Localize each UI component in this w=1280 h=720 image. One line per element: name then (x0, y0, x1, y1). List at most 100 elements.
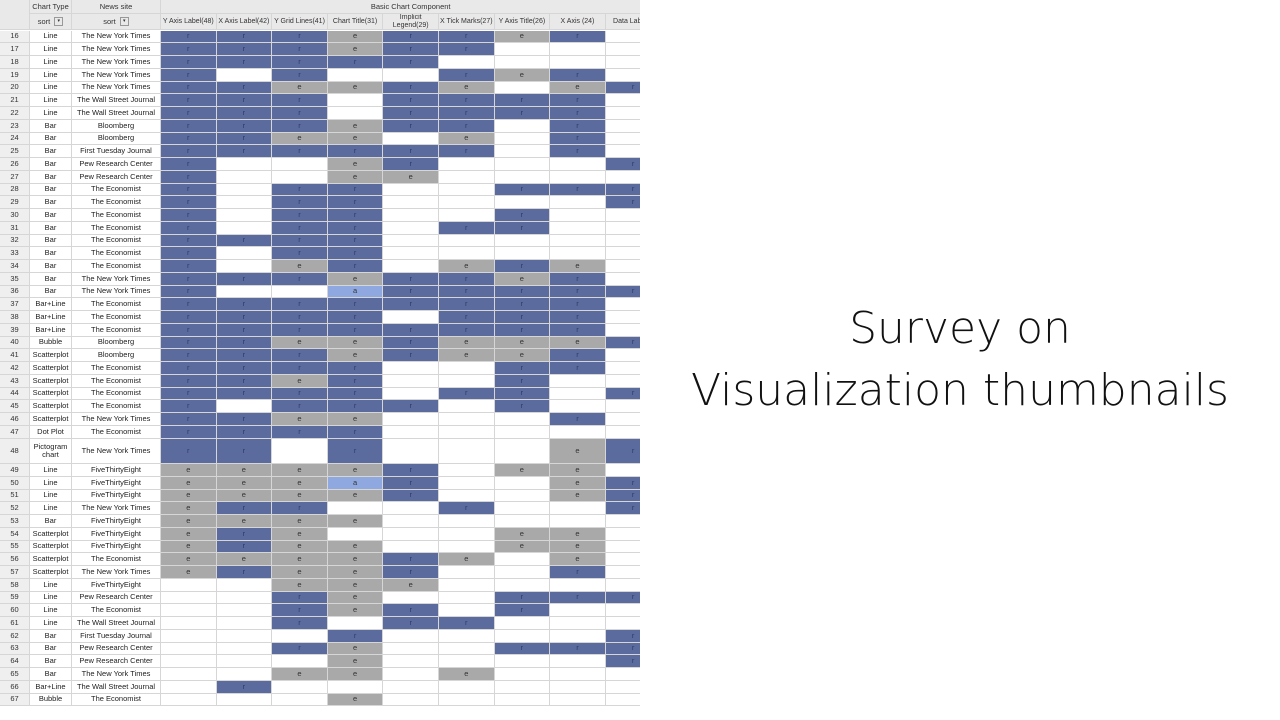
chart-type: Line (30, 43, 72, 56)
component-cell (605, 324, 640, 337)
component-cell (327, 527, 384, 541)
component-cell (216, 693, 273, 707)
component-cell: r (550, 591, 606, 605)
component-cell: e (161, 502, 217, 515)
component-cell: e (272, 566, 328, 579)
component-cell: e (327, 489, 384, 503)
component-cell: r (494, 387, 551, 401)
row-number: 22 (0, 107, 30, 120)
component-cell: r (605, 655, 640, 668)
component-cell (383, 183, 439, 197)
component-cell: r (216, 566, 273, 579)
component-cell (605, 528, 640, 541)
filter-button[interactable]: ▾ (54, 17, 64, 26)
component-cell: e (327, 655, 384, 668)
component-cell: r (161, 413, 217, 426)
filter-button[interactable]: ▾ (119, 17, 129, 26)
component-cell (161, 629, 217, 643)
component-cell: r (272, 145, 328, 158)
slide-title: Survey on Visualization thumbnails (640, 0, 1280, 720)
component-cell (439, 158, 495, 171)
row-number: 28 (0, 183, 30, 197)
chart-type: Bar+Line (30, 323, 72, 337)
component-cell (605, 400, 640, 413)
row-number: 23 (0, 119, 30, 133)
chart-type: Line (30, 591, 72, 605)
component-cell: e (216, 476, 273, 490)
news-site: The Economist (72, 425, 161, 439)
component-cell (439, 234, 495, 248)
row-number: 39 (0, 323, 30, 337)
component-cell (494, 234, 551, 248)
component-cell: r (161, 438, 217, 464)
row-number: 17 (0, 43, 30, 56)
row-number: 43 (0, 374, 30, 388)
component-cell (439, 56, 495, 69)
component-cell: e (439, 81, 495, 95)
component-cell: r (550, 145, 606, 158)
component-cell (605, 566, 640, 579)
component-cell: r (494, 591, 551, 605)
component-cell: r (216, 336, 273, 350)
component-cell: r (327, 629, 384, 643)
news-site: FiveThirtyEight (72, 464, 161, 477)
chart-type: Line (30, 476, 72, 490)
component-cell: r (272, 604, 328, 617)
component-cell: r (327, 438, 384, 464)
component-cell: r (327, 247, 384, 260)
component-cell: r (605, 502, 640, 515)
news-site: The New York Times (72, 566, 161, 579)
chart-type: Bar (30, 629, 72, 643)
component-cell (439, 362, 495, 375)
component-cell: r (494, 642, 551, 656)
component-cell (605, 222, 640, 235)
sort-label[interactable]: sort (103, 16, 116, 26)
component-cell: r (439, 387, 495, 401)
component-cell (439, 489, 495, 503)
component-cell: r (272, 272, 328, 286)
component-cell: r (494, 400, 551, 413)
component-cell: e (494, 68, 551, 82)
chart-type: Scatterplot (30, 362, 72, 375)
component-cell: r (439, 107, 495, 120)
component-cell: e (550, 540, 606, 554)
component-cell: e (439, 668, 495, 681)
component-cell (439, 642, 495, 656)
row-number: 38 (0, 311, 30, 324)
sort-control[interactable]: sort ▾ (30, 14, 72, 30)
component-cell: r (216, 311, 273, 324)
component-cell: e (272, 132, 328, 146)
component-cell: r (383, 94, 439, 107)
component-cell: r (550, 298, 606, 311)
component-cell: r (216, 94, 273, 107)
component-cell: r (216, 323, 273, 337)
sort-control[interactable]: sort ▾ (72, 14, 161, 30)
component-cell (272, 629, 328, 643)
row-number: 58 (0, 578, 30, 592)
component-cell: e (327, 464, 384, 477)
component-cell: r (161, 285, 217, 299)
component-cell: r (161, 425, 217, 439)
component-cell: r (439, 311, 495, 324)
component-cell: r (605, 438, 640, 464)
component-cell: e (327, 81, 384, 95)
component-cell (605, 273, 640, 286)
component-cell: e (272, 464, 328, 477)
component-cell: r (439, 285, 495, 299)
component-cell: r (161, 387, 217, 401)
component-cell: e (327, 668, 384, 681)
component-cell (216, 604, 273, 617)
component-cell (439, 680, 495, 694)
component-cell (161, 642, 217, 656)
chart-type: Scatterplot (30, 566, 72, 579)
component-cell (550, 196, 606, 209)
component-cell (439, 629, 495, 643)
sort-label[interactable]: sort (37, 16, 51, 26)
component-cell: r (605, 476, 640, 490)
component-cell: r (272, 502, 328, 515)
component-cell: r (550, 349, 606, 362)
row-number: 65 (0, 668, 30, 681)
component-cell: r (550, 94, 606, 107)
component-cell (383, 234, 439, 248)
component-cell: r (550, 272, 606, 286)
